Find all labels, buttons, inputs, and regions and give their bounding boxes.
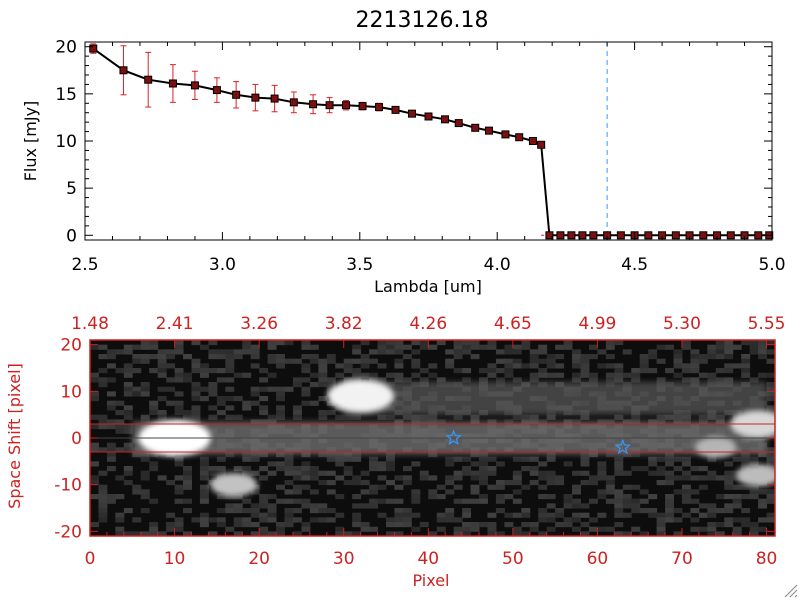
data-point-marker <box>616 231 625 240</box>
spectrum-image-plot: 0 10 20 30 40 50 60 70 80 20 10 0 -10 -20 1.48 2.41 3.… <box>5 314 786 590</box>
y-tick-label: 10 <box>55 132 77 152</box>
shift-tick-label: 0 <box>71 429 82 449</box>
data-point-marker <box>578 231 587 240</box>
pixel-tick-label: 80 <box>756 549 778 569</box>
wavelength-tick-label: 3.82 <box>325 314 363 334</box>
data-point-marker <box>528 137 537 145</box>
wavelength-tick-label: 5.55 <box>748 314 786 334</box>
data-point-marker <box>119 66 128 75</box>
data-point-marker <box>391 105 400 114</box>
spectrum-plot: 2213126.18 2.5 3.0 3.5 4.0 4.5 5.0 0 5 10 15 20 L… <box>21 8 786 296</box>
data-point-marker <box>375 103 384 112</box>
pixel-axis-title: Pixel <box>412 571 449 590</box>
data-point-marker <box>89 44 98 53</box>
shift-tick-label: -20 <box>54 522 82 542</box>
data-point-marker <box>567 231 576 240</box>
data-point-marker <box>168 79 177 88</box>
data-point-marker <box>270 94 279 103</box>
wavelength-tick-label: 3.26 <box>240 314 278 334</box>
data-point-marker <box>501 130 510 139</box>
spectrum-plot-frame <box>84 41 773 241</box>
wavelength-tick-label: 2.41 <box>156 314 194 334</box>
data-point-marker <box>144 75 153 84</box>
data-point-marker <box>424 112 433 121</box>
data-point-marker <box>537 140 546 149</box>
data-point-marker <box>212 86 221 95</box>
data-point-marker <box>309 100 318 109</box>
data-point-marker <box>232 90 241 99</box>
source-blob <box>327 379 394 413</box>
x-axis-title: Lambda [um] <box>374 277 482 296</box>
y-tick-label: 0 <box>66 226 77 246</box>
source-blob <box>736 464 775 487</box>
data-point-marker <box>754 231 763 240</box>
data-point-marker <box>671 231 680 240</box>
x-tick-label: 4.0 <box>484 255 511 275</box>
space-shift-axis-title: Space Shift [pixel] <box>5 363 24 509</box>
data-point-marker <box>289 98 298 107</box>
data-point-marker <box>408 109 417 118</box>
data-point-marker <box>556 231 565 240</box>
y-tick-label: 5 <box>66 179 77 199</box>
data-point-marker <box>471 123 480 132</box>
star-marker-icon <box>614 438 631 455</box>
data-point-marker <box>325 101 334 110</box>
data-point-marker <box>440 115 449 124</box>
resize-grip-icon[interactable] <box>784 584 798 598</box>
shift-tick-label: -10 <box>54 476 82 496</box>
data-point-marker <box>454 119 463 128</box>
data-point-marker <box>251 93 260 102</box>
data-point-marker <box>545 231 554 240</box>
x-tick-label: 3.0 <box>209 255 236 275</box>
x-tick-label: 4.5 <box>621 255 648 275</box>
data-point-marker <box>358 102 367 111</box>
shift-tick-label: 10 <box>60 382 82 402</box>
source-blob <box>210 472 258 497</box>
data-point-marker <box>726 231 735 240</box>
data-point-marker <box>644 231 653 240</box>
wavelength-tick-label: 4.99 <box>578 314 616 334</box>
pixel-tick-label: 50 <box>502 549 524 569</box>
wavelength-tick-label: 5.30 <box>663 314 701 334</box>
x-tick-label: 5.0 <box>758 255 785 275</box>
upper-trace-band <box>343 382 767 415</box>
star-marker-icon <box>445 429 462 446</box>
data-point-marker <box>699 231 708 240</box>
y-tick-label: 20 <box>55 38 77 58</box>
data-point-marker <box>515 133 524 142</box>
pixel-tick-label: 30 <box>333 549 355 569</box>
pixel-tick-label: 70 <box>671 549 693 569</box>
pixel-tick-label: 20 <box>248 549 270 569</box>
pixel-tick-label: 60 <box>587 549 609 569</box>
y-axis-title: Flux [mJy] <box>21 101 40 182</box>
shift-tick-label: 20 <box>60 336 82 356</box>
x-tick-label: 3.5 <box>346 255 373 275</box>
data-point-marker <box>589 231 598 240</box>
y-tick-label: 15 <box>55 85 77 105</box>
pixel-tick-label: 40 <box>417 549 439 569</box>
wavelength-tick-label: 1.48 <box>71 314 109 334</box>
spectrum-image <box>90 340 775 536</box>
data-point-marker <box>342 101 351 110</box>
data-point-marker <box>190 81 199 90</box>
data-point-marker <box>484 126 493 135</box>
wavelength-tick-label: 4.65 <box>494 314 532 334</box>
source-blob <box>695 437 737 458</box>
x-tick-label: 2.5 <box>71 255 98 275</box>
pixel-tick-label: 10 <box>164 549 186 569</box>
chart-title: 2213126.18 <box>356 8 489 33</box>
pixel-tick-label: 0 <box>85 549 96 569</box>
wavelength-tick-label: 4.26 <box>409 314 447 334</box>
